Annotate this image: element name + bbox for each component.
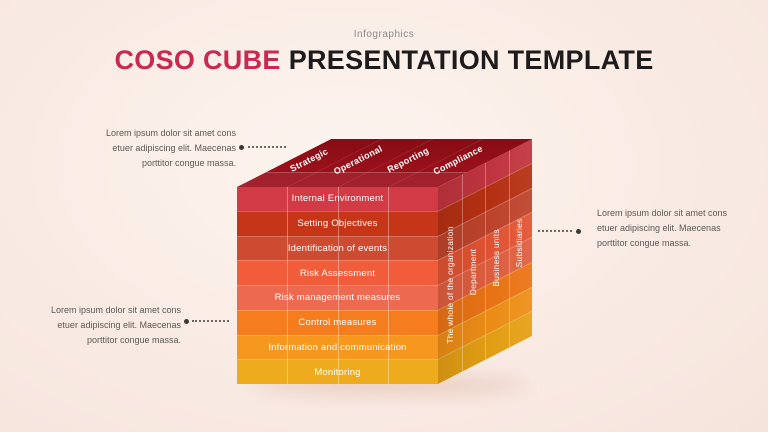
cube-side-column-label: The whole of the organization: [445, 226, 455, 344]
side-face-grid-line: [485, 162, 486, 361]
title-rest: PRESENTATION TEMPLATE: [288, 45, 654, 75]
callout-text-left-top: Lorem ipsum dolor sit amet cons etuer ad…: [105, 128, 236, 168]
cube-front-face: Internal Environment Setting Objectives Id…: [237, 187, 438, 384]
callout-text-left-bottom: Lorem ipsum dolor sit amet cons etuer ad…: [50, 305, 181, 345]
cube-side-column-label: Business units: [491, 229, 501, 287]
cube-front-row: Internal Environment: [237, 187, 438, 211]
cube-front-row: Identification of events: [237, 235, 438, 261]
cube-row-label: Internal Environment: [291, 193, 384, 205]
callout-dot-left-bottom: [184, 319, 189, 324]
page-title: COSO CUBE PRESENTATION TEMPLATE: [0, 45, 768, 76]
front-face-grid-line: [387, 187, 389, 384]
callout-text-right: Lorem ipsum dolor sit amet cons etuer ad…: [597, 208, 728, 248]
cube-row-label: Monitoring: [314, 366, 361, 378]
cube-front-row: Control measures: [237, 309, 438, 335]
cube-front-row: Information and communication: [237, 334, 438, 360]
front-face-grid-line: [337, 187, 339, 384]
front-face-grid-line: [287, 187, 289, 384]
cube-row-label: Control measures: [298, 317, 377, 329]
cube-side-column-label: Subsidiaries: [514, 218, 524, 268]
cube-front-rows: Internal Environment Setting Objectives Id…: [237, 187, 438, 384]
cube-side-column-label: Department: [468, 248, 478, 296]
cube-row-label: Identification of events: [287, 242, 388, 254]
callout-leader-right: [538, 230, 572, 232]
callout-leader-left-bottom: [192, 320, 229, 322]
cube-row-label: Setting Objectives: [297, 218, 378, 230]
side-face-grid-line: [508, 150, 510, 349]
eyebrow-label: Infographics: [353, 29, 415, 40]
cube-front-row: Risk Assessment: [237, 260, 438, 285]
side-face-grid-line: [461, 174, 463, 373]
cube-row-label: Risk management measures: [274, 292, 401, 304]
cube-front-row: Monitoring: [237, 359, 438, 384]
cube-front-row: Setting Objectives: [237, 210, 438, 236]
callout-dot-right: [576, 229, 581, 234]
title-accent: COSO CUBE: [114, 45, 281, 75]
cube-front-row: Risk management measures: [237, 285, 438, 310]
callout-dot-left-top: [239, 145, 244, 150]
callout-leader-left-top: [248, 146, 286, 148]
cube-row-label: Risk Assessment: [299, 267, 376, 279]
cube-row-label: Information and communication: [268, 341, 407, 353]
